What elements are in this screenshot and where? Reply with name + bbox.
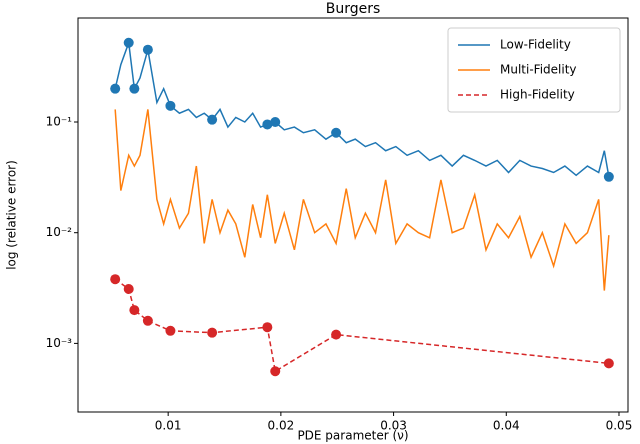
legend-label: Multi-Fidelity bbox=[500, 63, 577, 77]
x-tick-label: 0.03 bbox=[380, 419, 407, 433]
marker bbox=[129, 83, 140, 94]
x-tick-label: 0.05 bbox=[606, 419, 633, 433]
line bbox=[114, 42, 610, 177]
marker bbox=[110, 83, 121, 94]
marker bbox=[123, 284, 134, 295]
marker bbox=[110, 274, 121, 285]
marker bbox=[603, 358, 614, 369]
legend-box bbox=[447, 27, 621, 113]
y-axis-label: log (relative error) bbox=[5, 160, 19, 270]
line bbox=[114, 278, 609, 373]
marker bbox=[331, 127, 342, 138]
x-tick-label: 0.02 bbox=[268, 419, 295, 433]
marker bbox=[142, 315, 153, 326]
marker bbox=[262, 322, 273, 333]
marker bbox=[262, 119, 273, 130]
marker bbox=[270, 366, 281, 377]
marker bbox=[207, 114, 218, 125]
marker bbox=[603, 171, 614, 182]
x-axis-label: PDE parameter (ν) bbox=[297, 429, 408, 443]
x-tick-label: 0.04 bbox=[493, 419, 520, 433]
chart-title: Burgers bbox=[326, 1, 381, 17]
x-tick-label: 0.01 bbox=[155, 419, 182, 433]
y-tick-label: 10⁻¹ bbox=[46, 115, 73, 129]
y-tick-label: 10⁻³ bbox=[46, 336, 73, 350]
line bbox=[114, 109, 610, 291]
legend-label: Low-Fidelity bbox=[500, 38, 571, 52]
marker bbox=[270, 117, 281, 128]
plot-frame bbox=[77, 17, 629, 413]
marker bbox=[207, 327, 218, 338]
legend-label: High-Fidelity bbox=[500, 88, 575, 102]
marker bbox=[129, 305, 140, 316]
marker bbox=[165, 325, 176, 336]
marker bbox=[331, 329, 342, 340]
marker bbox=[142, 44, 153, 55]
y-tick-label: 10⁻² bbox=[46, 225, 73, 239]
marker bbox=[165, 100, 176, 111]
marker bbox=[123, 37, 134, 48]
